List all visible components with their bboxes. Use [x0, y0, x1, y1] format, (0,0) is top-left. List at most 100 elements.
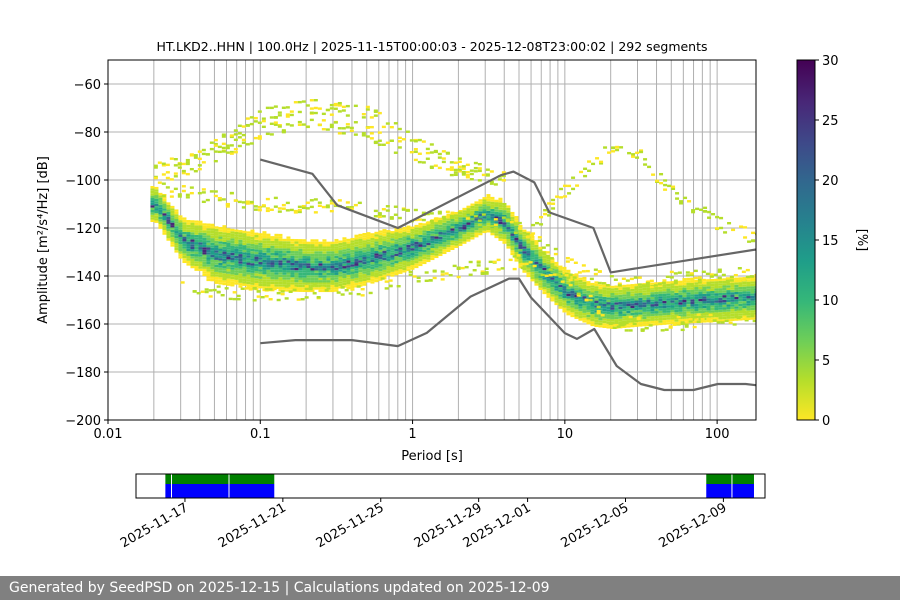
- heatmap-cell: [702, 284, 707, 287]
- heatmap-cell: [698, 303, 703, 307]
- heatmap-cell: [182, 255, 187, 259]
- heatmap-cell: [310, 256, 315, 259]
- heatmap-cell: [224, 287, 229, 290]
- heatmap-cell: [666, 319, 671, 323]
- heatmap-cell: [691, 209, 696, 212]
- heatmap-cell: [682, 282, 687, 286]
- heatmap-cell: [378, 268, 383, 272]
- heatmap-cell: [269, 122, 274, 125]
- heatmap-cell: [474, 220, 479, 223]
- heatmap-cell: [614, 323, 619, 327]
- heatmap-cell: [654, 289, 659, 292]
- heatmap-cell: [438, 227, 443, 230]
- heatmap-cell: [218, 253, 223, 256]
- heatmap-cell: [429, 220, 434, 223]
- heatmap-cell: [381, 215, 386, 218]
- heatmap-cell: [270, 267, 275, 270]
- heatmap-cell: [454, 228, 459, 232]
- heatmap-cell: [474, 232, 479, 235]
- heatmap-cell: [402, 234, 407, 237]
- heatmap-cell: [700, 317, 705, 321]
- heatmap-cell: [530, 274, 535, 277]
- heatmap-cell: [658, 286, 663, 290]
- heatmap-cell: [426, 247, 431, 251]
- heatmap-cell: [734, 284, 739, 288]
- heatmap-cell: [542, 267, 547, 271]
- heatmap-cell: [654, 296, 659, 300]
- heatmap-cell: [496, 268, 501, 271]
- heatmap-cell: [214, 259, 219, 263]
- heatmap-cell: [650, 287, 655, 290]
- heatmap-cell: [446, 249, 451, 253]
- heatmap-cell: [326, 253, 331, 257]
- heatmap-cell: [470, 222, 475, 226]
- heatmap-cell: [558, 270, 563, 273]
- heatmap-cell: [233, 138, 238, 142]
- heatmap-cell: [590, 306, 595, 310]
- heatmap-cell: [680, 328, 685, 332]
- heatmap-cell: [194, 220, 199, 223]
- colorbar-tick-label: 20: [822, 174, 839, 189]
- heatmap-cell: [422, 240, 427, 243]
- heatmap-cell: [273, 105, 278, 108]
- heatmap-cell: [262, 281, 267, 284]
- heatmap-cell: [666, 288, 671, 291]
- heatmap-cell: [312, 283, 317, 286]
- heatmap-cell: [461, 173, 466, 176]
- heatmap-cell: [694, 320, 699, 324]
- heatmap-cell: [410, 240, 415, 244]
- heatmap-cell: [702, 291, 707, 294]
- heatmap-cell: [418, 225, 423, 228]
- heatmap-cell: [278, 281, 283, 285]
- heatmap-cell: [198, 225, 203, 228]
- heatmap-cell: [230, 257, 235, 261]
- heatmap-cell: [194, 268, 199, 271]
- heatmap-cell: [626, 291, 631, 295]
- heatmap-cell: [562, 300, 567, 303]
- heatmap-cell: [602, 323, 607, 326]
- heatmap-cell: [270, 281, 275, 285]
- heatmap-cell: [718, 304, 723, 308]
- heatmap-cell: [602, 306, 607, 309]
- y-tick-label: −80: [74, 126, 101, 141]
- heatmap-cell: [690, 311, 695, 314]
- heatmap-cell: [258, 240, 263, 243]
- used-span: [165, 474, 275, 484]
- heatmap-cell: [284, 285, 289, 288]
- heatmap-cell: [630, 308, 635, 311]
- heatmap-cell: [461, 165, 466, 168]
- heatmap-cell: [742, 313, 747, 316]
- heatmap-cell: [606, 287, 611, 291]
- heatmap-cell: [477, 219, 482, 222]
- heatmap-cell: [722, 292, 727, 296]
- heatmap-cell: [398, 266, 403, 270]
- heatmap-cell: [190, 244, 195, 247]
- heatmap-cell: [434, 222, 439, 225]
- heatmap-cell: [578, 289, 583, 292]
- heatmap-cell: [730, 292, 735, 295]
- heatmap-cell: [598, 301, 603, 304]
- heatmap-cell: [374, 277, 379, 280]
- y-tick-label: −200: [65, 414, 101, 429]
- heatmap-cell: [228, 297, 233, 301]
- heatmap-cell: [304, 285, 309, 288]
- heatmap-cell: [314, 284, 319, 288]
- heatmap-cell: [330, 246, 335, 249]
- heatmap-cell: [614, 309, 619, 312]
- heatmap-cell: [314, 277, 319, 281]
- heatmap-cell: [686, 282, 691, 286]
- heatmap-cell: [174, 243, 179, 246]
- heatmap-cell: [190, 246, 195, 250]
- heatmap-cell: [590, 316, 595, 319]
- heatmap-cell: [398, 252, 403, 255]
- heatmap-cell: [258, 254, 263, 258]
- heatmap-cell: [150, 193, 155, 196]
- heatmap-cell: [242, 252, 247, 255]
- heatmap-cell: [262, 262, 267, 265]
- heatmap-cell: [266, 243, 271, 246]
- heatmap-cell: [662, 291, 667, 294]
- heatmap-cell: [374, 275, 379, 278]
- heatmap-cell: [566, 279, 571, 282]
- heatmap-cell: [266, 252, 271, 256]
- heatmap-cell: [554, 285, 559, 289]
